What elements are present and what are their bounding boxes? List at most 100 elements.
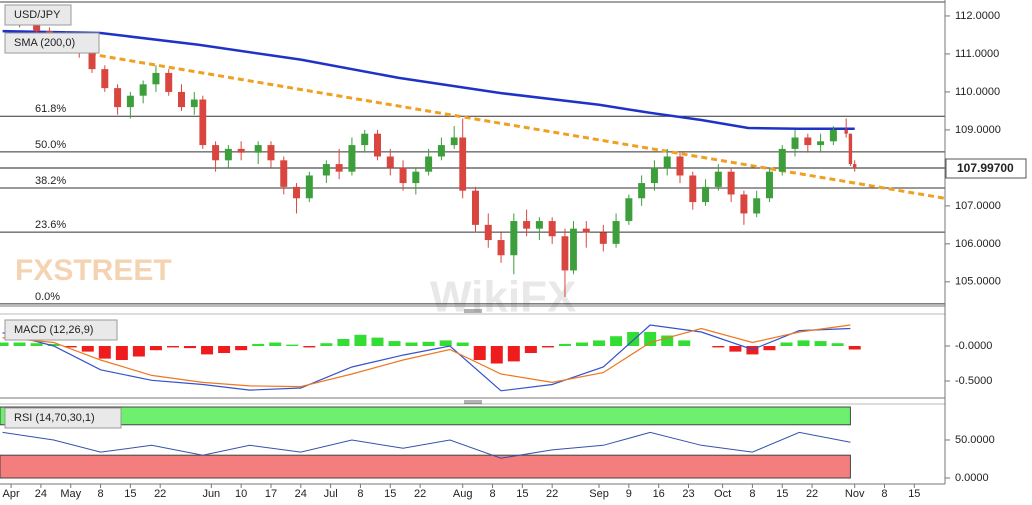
candle-body [280, 160, 288, 187]
last-price-label: 107.99700 [957, 161, 1014, 175]
y-tick-label: -0.5000 [955, 375, 992, 387]
macd-bar [337, 339, 350, 347]
candle-body [322, 164, 330, 176]
macd-bar [30, 343, 43, 347]
x-tick-label: 15 [908, 488, 920, 500]
macd-bar [320, 343, 333, 347]
x-tick-label: 10 [235, 488, 247, 500]
macd-bar [678, 340, 691, 347]
x-tick-label: 16 [653, 488, 665, 500]
candle-body [126, 95, 134, 108]
x-tick-label: 17 [265, 488, 277, 500]
watermark: WikiFX [430, 273, 576, 322]
macd-bar [132, 346, 145, 357]
macd-bar [218, 346, 231, 354]
candle-body [471, 190, 479, 225]
x-tick-label: 8 [357, 488, 363, 500]
macd-bar [371, 337, 384, 347]
candle-body [33, 23, 41, 32]
sma-line [2, 29, 855, 131]
fib-label: 38.2% [35, 175, 66, 187]
macd-bar [814, 341, 827, 347]
candle-body [139, 84, 147, 96]
macd-bar [81, 346, 94, 352]
candle-body [582, 228, 590, 233]
candle-body [791, 137, 799, 149]
x-tick-label: Jun [202, 488, 220, 500]
macd-line [2, 324, 851, 388]
candle-body [212, 145, 220, 161]
x-tick-label: 22 [154, 488, 166, 500]
candle-body [88, 50, 96, 70]
candle-body [224, 148, 232, 161]
y-tick-label: 105.0000 [955, 276, 1001, 288]
macd-bar [201, 346, 214, 355]
y-tick-label: 110.0000 [955, 86, 1000, 98]
candle-body [450, 137, 458, 146]
x-tick-label: Jul [324, 488, 338, 500]
x-tick-label: 9 [626, 488, 632, 500]
macd-bar [354, 334, 367, 347]
candle-body [348, 145, 356, 172]
candle-body [437, 145, 445, 157]
candle-body [727, 171, 735, 195]
candle-body [361, 133, 369, 146]
x-tick-label: 8 [489, 488, 495, 500]
candle-body [778, 148, 786, 172]
candle-body [714, 171, 722, 187]
candle-body [548, 221, 556, 237]
symbol-box [4, 4, 72, 26]
y-tick-label: -0.0000 [955, 340, 992, 352]
candle-body [254, 145, 262, 153]
x-tick-label: Oct [714, 488, 731, 500]
macd-bar [115, 346, 128, 361]
macd-bar [47, 343, 60, 347]
x-tick-label: May [60, 488, 81, 500]
macd-bar [439, 340, 452, 347]
trend-line [89, 52, 946, 200]
candle-body [152, 72, 160, 85]
candle-body [412, 171, 420, 184]
fib-label: 0.0% [35, 291, 60, 303]
macd-bar [610, 336, 623, 347]
candle-body [199, 99, 207, 146]
candle-body [804, 137, 812, 146]
candle-body [165, 72, 173, 92]
x-tick-label: 24 [35, 488, 47, 500]
indicator-label: RSI (14,70,30,1) [14, 412, 95, 424]
macd-bar [269, 342, 282, 347]
macd-bar [712, 346, 725, 348]
candle-body [373, 133, 381, 157]
macd-bar [166, 346, 179, 348]
indicator-box [4, 319, 118, 341]
candle-body [612, 221, 620, 244]
x-tick-label: 24 [295, 488, 307, 500]
candle-body [190, 99, 198, 108]
candle-body [305, 175, 313, 199]
macd-bar [848, 346, 861, 350]
x-tick-label: 8 [97, 488, 103, 500]
macd-bar [456, 342, 469, 347]
candle-body [638, 183, 646, 199]
x-tick-label: Aug [453, 488, 473, 500]
x-tick-label: 8 [881, 488, 887, 500]
y-tick-label: 111.0000 [955, 48, 999, 60]
macd-bar [746, 346, 759, 355]
macd-bar [405, 342, 418, 347]
macd-bar [235, 346, 248, 351]
macd-bar [593, 340, 606, 347]
candle-body [740, 194, 748, 214]
y-tick-label: 106.0000 [955, 238, 1001, 250]
x-tick-label: 22 [414, 488, 426, 500]
macd-bar [473, 346, 486, 361]
macd-bar [507, 346, 520, 362]
x-tick-label: 15 [516, 488, 528, 500]
resize-handle[interactable] [464, 309, 482, 404]
macd-bar [575, 342, 588, 347]
last-price-box [945, 158, 1027, 179]
macd-line [2, 324, 851, 392]
candle-body [425, 156, 433, 172]
x-tick-label: 15 [384, 488, 396, 500]
candle-body [676, 156, 684, 176]
candle-body [817, 141, 825, 146]
